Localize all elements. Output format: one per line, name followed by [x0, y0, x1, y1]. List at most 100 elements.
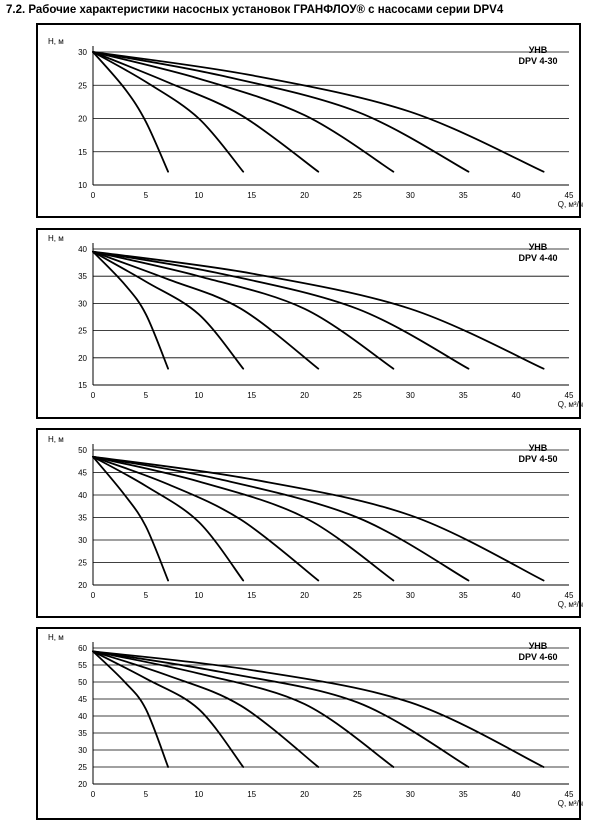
- chart-dpv4-50: 20 25 30 35 40 45 50 0 5 10 15 20 25 30 35 40 45 H, м Q, м…: [48, 435, 583, 609]
- x-tick-label: 25: [353, 790, 362, 799]
- x-tick-label: 45: [565, 790, 574, 799]
- x-tick-label: 40: [512, 591, 521, 600]
- x-tick-label: 30: [406, 191, 415, 200]
- y-tick-label: 35: [78, 729, 87, 738]
- pump-curve-4: [92, 250, 395, 370]
- x-tick-label: 20: [300, 191, 309, 200]
- pump-curve-1: [92, 650, 169, 768]
- chart-model-title: УНВ: [529, 443, 548, 453]
- y-tick-label: 30: [78, 536, 87, 545]
- x-tick-label: 10: [194, 591, 203, 600]
- x-axis-label: Q, м³/ч: [558, 799, 583, 808]
- chart-model-title: DPV 4-60: [518, 652, 557, 662]
- x-tick-label: 45: [565, 191, 574, 200]
- x-tick-label: 15: [247, 790, 256, 799]
- chart-model-title: DPV 4-40: [518, 253, 557, 263]
- x-tick-label: 30: [406, 391, 415, 400]
- pump-curve-2: [92, 51, 245, 173]
- y-tick-label: 20: [78, 581, 87, 590]
- x-tick-label: 10: [194, 790, 203, 799]
- x-tick-label: 30: [406, 591, 415, 600]
- y-axis-label: H, м: [48, 633, 64, 642]
- y-axis-label: H, м: [48, 234, 64, 243]
- chart-panel-dpv4-60: 20 25 30 35 40 45 50 55 60 0 5 10 15 20 25 30 35 40 45 H, м…: [36, 627, 583, 820]
- pump-curve-4: [92, 51, 395, 173]
- chart-model-title: DPV 4-50: [518, 454, 557, 464]
- y-tick-label: 15: [78, 148, 87, 157]
- y-tick-label: 25: [78, 327, 87, 336]
- pump-curve-1: [92, 250, 169, 370]
- y-tick-label: 40: [78, 245, 87, 254]
- x-tick-label: 10: [194, 391, 203, 400]
- x-tick-label: 5: [144, 790, 149, 799]
- x-tick-label: 25: [353, 391, 362, 400]
- chart-dpv4-40: 15 20 25 30 35 40 0 5 10 15 20 25 30 35 40 45 H, м Q, м³/…: [48, 234, 583, 409]
- pump-curve-3: [92, 51, 320, 173]
- pump-curve-3: [92, 455, 320, 582]
- y-tick-label: 60: [78, 644, 87, 653]
- pump-curve-2: [92, 650, 245, 768]
- y-tick-label: 25: [78, 81, 87, 90]
- pump-curve-6: [92, 51, 545, 173]
- y-axis-label: H, м: [48, 37, 64, 46]
- pump-curve-3: [92, 650, 320, 768]
- x-tick-label: 40: [512, 191, 521, 200]
- y-tick-label: 30: [78, 746, 87, 755]
- pump-curve-4: [92, 650, 395, 768]
- y-tick-label: 50: [78, 678, 87, 687]
- pump-curve-5: [92, 455, 470, 582]
- x-tick-label: 0: [91, 591, 96, 600]
- pump-curve-5: [92, 51, 470, 173]
- y-tick-label: 25: [78, 763, 87, 772]
- x-axis-label: Q, м³/ч: [558, 600, 583, 609]
- x-tick-label: 0: [91, 790, 96, 799]
- pump-curve-1: [92, 51, 169, 173]
- page-title: 7.2. Рабочие характеристики насосных уст…: [6, 4, 504, 16]
- y-tick-label: 35: [78, 272, 87, 281]
- y-tick-label: 30: [78, 48, 87, 57]
- y-tick-label: 50: [78, 446, 87, 455]
- x-tick-label: 0: [91, 191, 96, 200]
- chart-dpv4-30: 10 15 20 25 30 0 5 10 15 20 25 30 35 40 45 H, м Q, м³/ч У…: [48, 37, 583, 209]
- y-tick-label: 20: [78, 115, 87, 124]
- x-tick-label: 25: [353, 591, 362, 600]
- pump-curve-5: [92, 650, 470, 768]
- chart-panel-dpv4-30: 10 15 20 25 30 0 5 10 15 20 25 30 35 40 45 H, м Q, м³/ч У…: [36, 23, 583, 218]
- x-tick-label: 5: [144, 591, 149, 600]
- y-tick-label: 40: [78, 712, 87, 721]
- chart-panel-dpv4-40: 15 20 25 30 35 40 0 5 10 15 20 25 30 35 40 45 H, м Q, м³/…: [36, 228, 583, 419]
- pump-curve-1: [92, 455, 169, 582]
- x-axis-label: Q, м³/ч: [558, 200, 583, 209]
- y-tick-label: 55: [78, 661, 87, 670]
- y-tick-label: 40: [78, 491, 87, 500]
- x-tick-label: 20: [300, 591, 309, 600]
- x-tick-label: 35: [459, 391, 468, 400]
- pump-curve-6: [92, 250, 545, 370]
- y-tick-label: 25: [78, 559, 87, 568]
- x-tick-label: 35: [459, 591, 468, 600]
- y-tick-label: 45: [78, 469, 87, 478]
- y-tick-label: 15: [78, 381, 87, 390]
- x-tick-label: 35: [459, 790, 468, 799]
- x-tick-label: 20: [300, 790, 309, 799]
- pump-curve-2: [92, 250, 245, 370]
- pump-curve-6: [92, 650, 545, 768]
- y-tick-label: 35: [78, 514, 87, 523]
- chart-model-title: DPV 4-30: [518, 56, 557, 66]
- x-tick-label: 10: [194, 191, 203, 200]
- x-tick-label: 15: [247, 591, 256, 600]
- chart-panel-dpv4-50: 20 25 30 35 40 45 50 0 5 10 15 20 25 30 35 40 45 H, м Q, м…: [36, 428, 583, 618]
- y-tick-label: 45: [78, 695, 87, 704]
- y-tick-label: 30: [78, 299, 87, 308]
- x-tick-label: 5: [144, 391, 149, 400]
- x-tick-label: 20: [300, 391, 309, 400]
- y-tick-label: 10: [78, 181, 87, 190]
- pump-curve-3: [92, 250, 320, 370]
- x-tick-label: 40: [512, 790, 521, 799]
- x-tick-label: 30: [406, 790, 415, 799]
- x-tick-label: 25: [353, 191, 362, 200]
- x-tick-label: 40: [512, 391, 521, 400]
- chart-model-title: УНВ: [529, 242, 548, 252]
- x-tick-label: 35: [459, 191, 468, 200]
- x-tick-label: 15: [247, 391, 256, 400]
